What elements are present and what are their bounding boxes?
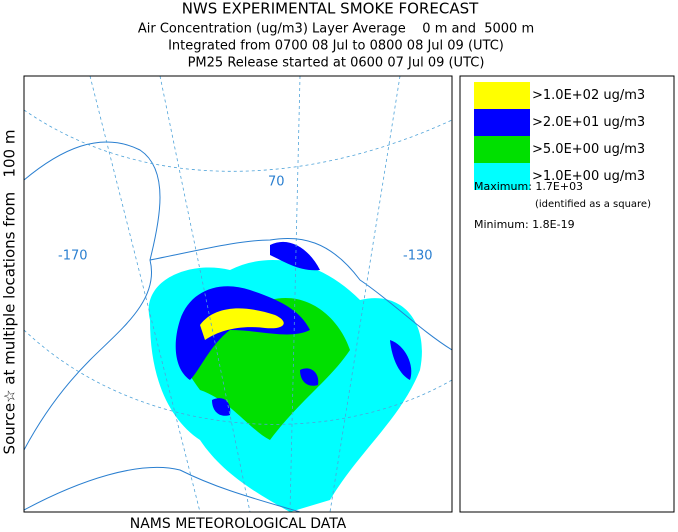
legend-swatch (474, 136, 530, 163)
title: NWS EXPERIMENTAL SMOKE FORECAST (182, 0, 479, 18)
legend-swatch (474, 109, 530, 136)
legend-swatch (474, 163, 530, 190)
subtitle: Air Concentration (ug/m3) Layer Average … (138, 22, 534, 37)
smoke-heavy (390, 340, 412, 380)
subtitle: Integrated from 0700 08 Jul to 0800 08 J… (168, 39, 504, 54)
legend-label: >5.0E+00 ug/m3 (532, 142, 645, 157)
legend: >1.0E+02 ug/m3 >2.0E+01 ug/m3 >5.0E+00 ug/… (474, 82, 645, 190)
smoke-heavy (270, 241, 320, 271)
map-label: -130 (403, 249, 433, 264)
legend-swatch (474, 82, 530, 109)
maximum: Maximum: 1.7E+03 (474, 180, 583, 193)
coastline (149, 237, 452, 351)
map-label: -170 (58, 249, 88, 264)
legend-label: >1.0E+02 ug/m3 (532, 88, 645, 103)
graticule (24, 109, 452, 172)
map-frame (23, 75, 453, 513)
smoke-heavy (300, 368, 319, 386)
graticule (24, 329, 452, 425)
graticule (89, 76, 401, 512)
smoke-heavy (175, 286, 310, 380)
subtitle: PM25 Release started at 0600 07 Jul 09 (… (188, 56, 485, 71)
maximum-note: (identified as a square) (535, 199, 651, 210)
side-label: Source☆ at multiple locations from 100 m (1, 130, 19, 455)
legend-frame (459, 75, 675, 513)
map: -170 -130 70 (23, 75, 453, 513)
smoke-heavy (212, 398, 231, 416)
map-label: 70 (268, 175, 285, 190)
footer: NAMS METEOROLOGICAL DATA (130, 516, 347, 532)
coastline (24, 466, 301, 512)
legend-label: >2.0E+01 ug/m3 (532, 115, 645, 130)
minimum: Minimum: 1.8E-19 (474, 218, 575, 231)
smoke-very-heavy (200, 308, 284, 340)
legend-label: >1.0E+00 ug/m3 (532, 169, 645, 184)
